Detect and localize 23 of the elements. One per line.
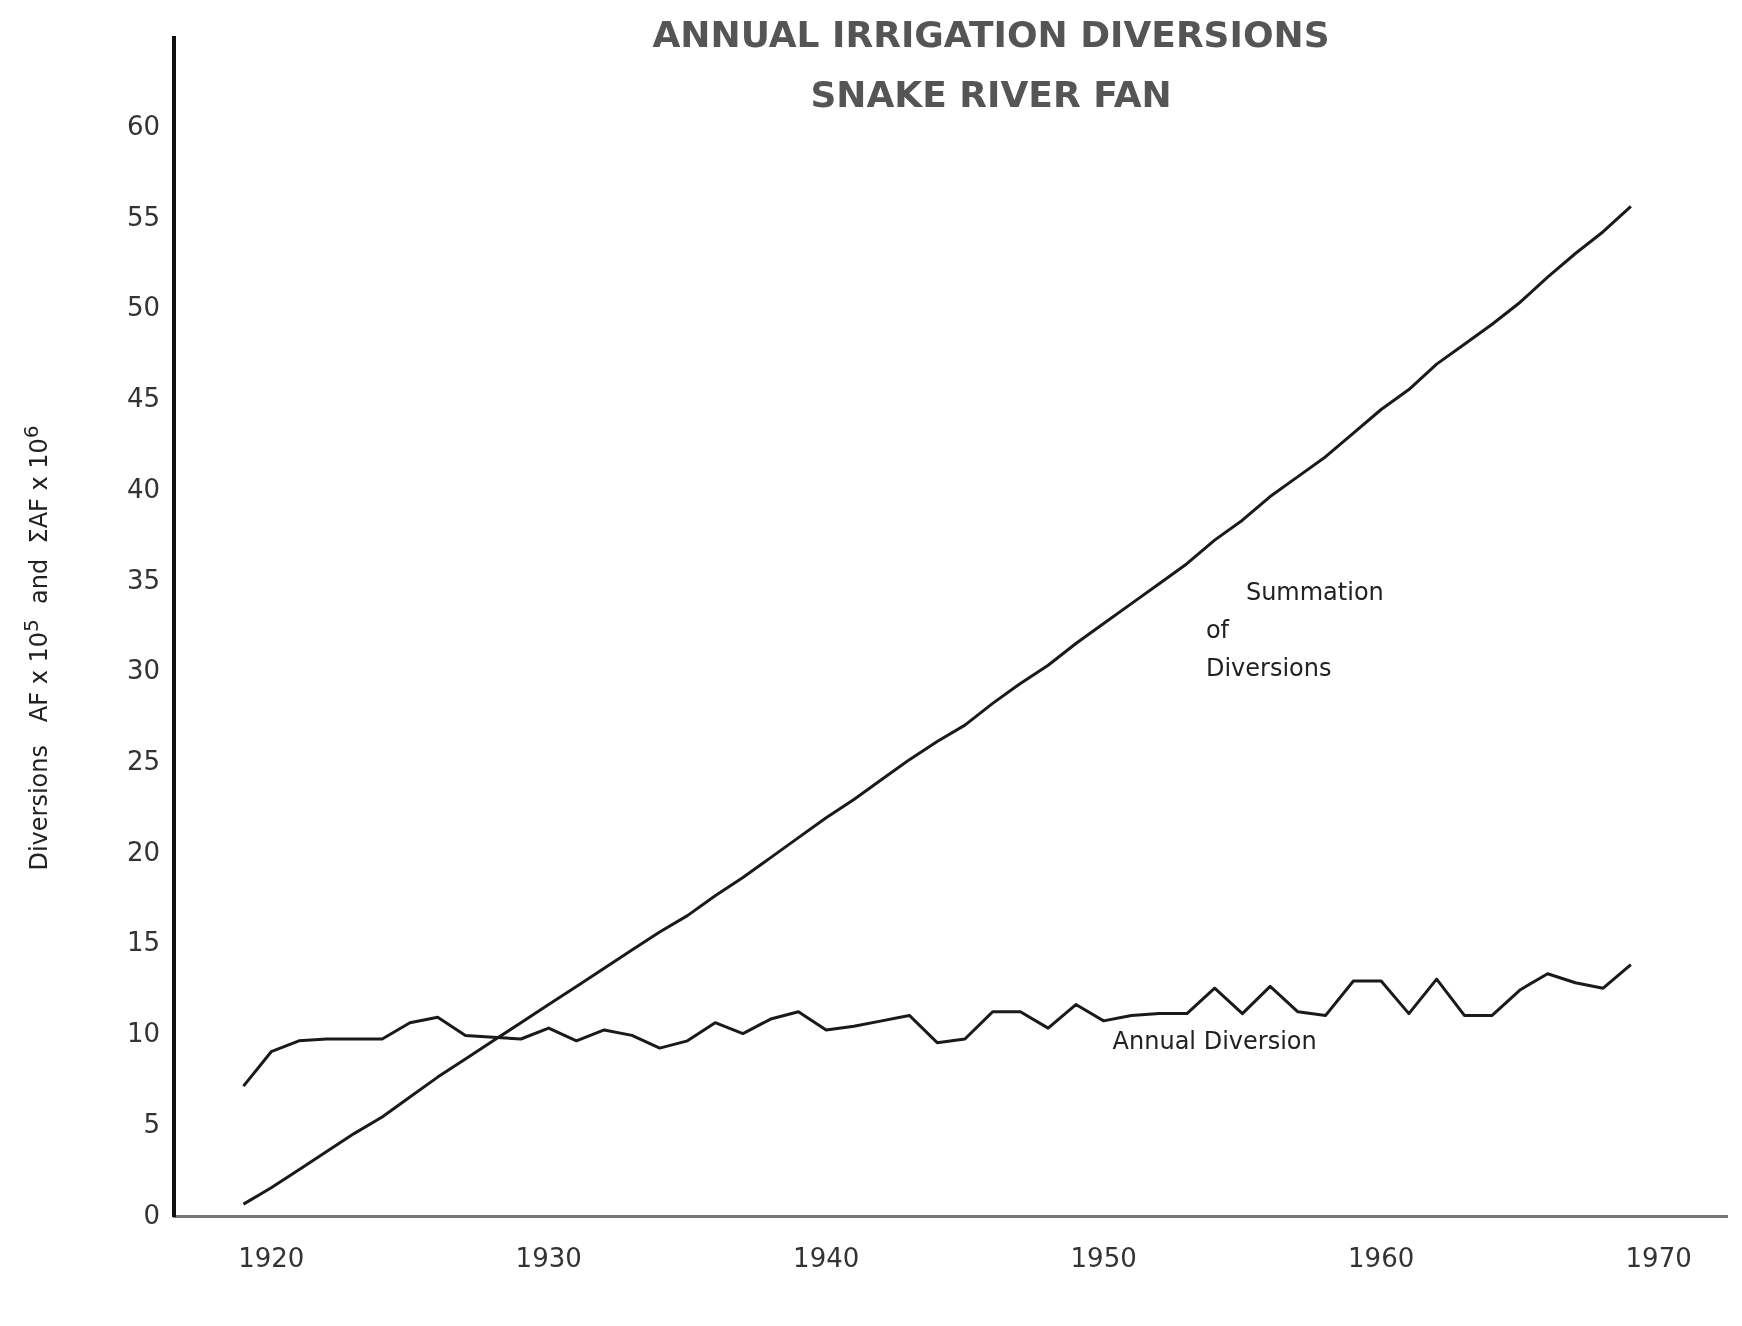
x-tick-label: 1930 — [515, 1243, 582, 1274]
y-tick-label: 0 — [143, 1199, 161, 1230]
y-tick-label: 5 — [143, 1108, 161, 1139]
x-tick-label: 1940 — [793, 1243, 860, 1274]
y-tick-label: 10 — [126, 1018, 161, 1049]
y-tick-label: 60 — [126, 111, 161, 142]
y-tick-label: 35 — [126, 564, 161, 595]
y-tick-label: 15 — [126, 927, 161, 958]
chart-title: ANNUAL IRRIGATION DIVERSIONS — [652, 14, 1330, 56]
x-tick-label: 1970 — [1625, 1243, 1692, 1274]
x-tick-label: 1950 — [1070, 1243, 1137, 1274]
x-tick-label: 1960 — [1348, 1243, 1415, 1274]
y-tick-label: 25 — [126, 746, 161, 777]
y-tick-label: 55 — [126, 201, 161, 232]
x-tick-label: 1920 — [238, 1243, 305, 1274]
text: SNAKE RIVER FAN — [810, 74, 1172, 116]
series-label: Summation of Diversions — [1205, 577, 1384, 682]
y-tick-label: 30 — [126, 655, 161, 686]
y-tick-label: 45 — [126, 383, 161, 414]
y-tick-label: 40 — [126, 473, 161, 504]
y-tick-label: 20 — [126, 836, 161, 867]
y-tick-label: 50 — [126, 292, 161, 323]
series-label: Annual Diversion — [1112, 1027, 1317, 1056]
